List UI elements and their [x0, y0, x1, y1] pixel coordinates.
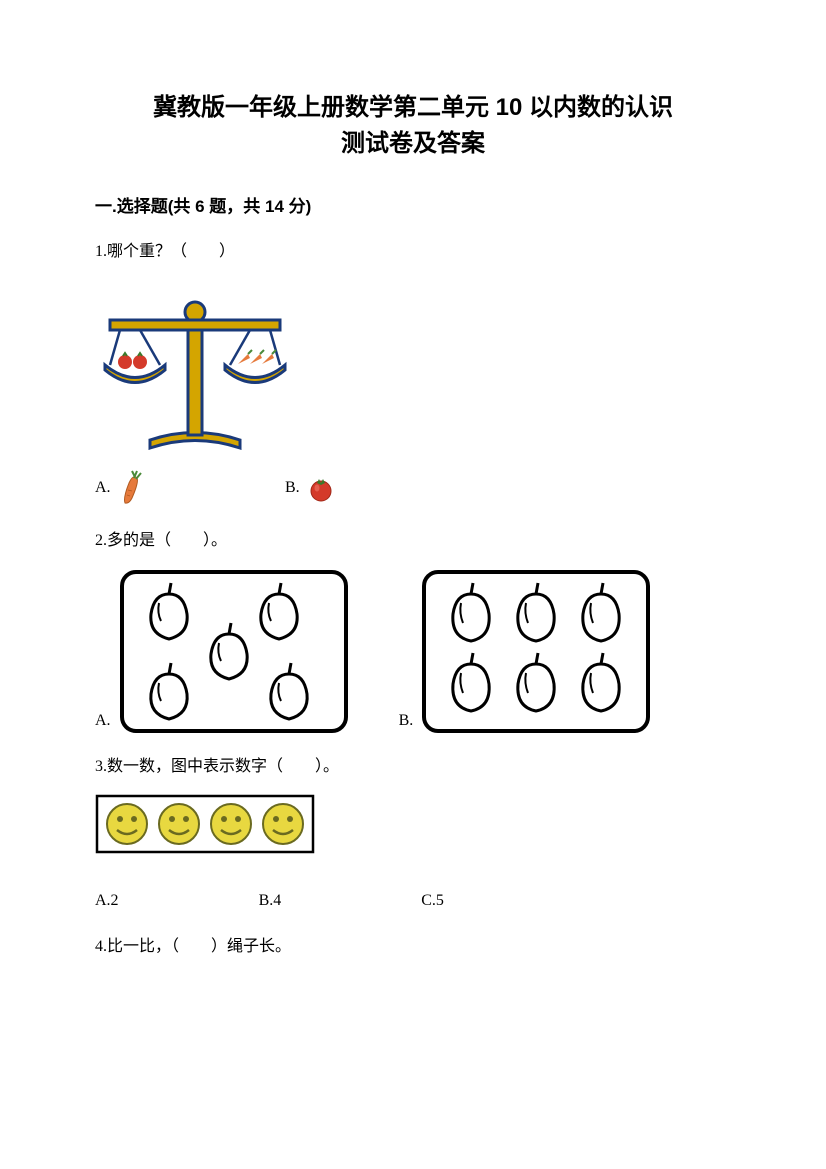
question-4: 4.比一比，（ ）绳子长。: [95, 934, 731, 960]
question-2: 2.多的是（ ）。 A. B.: [95, 528, 731, 734]
question-3: 3.数一数，图中表示数字（ ）。: [95, 754, 731, 914]
q1-option-a: A.: [95, 468, 275, 508]
page-title: 冀教版一年级上册数学第二单元 10 以内数的认识 测试卷及答案: [95, 90, 731, 162]
title-line1: 冀教版一年级上册数学第二单元 10 以内数的认识: [95, 90, 731, 126]
q1-text: 1.哪个重？（ ）: [95, 239, 731, 265]
q4-text: 4.比一比，（ ）绳子长。: [95, 934, 731, 960]
q3-optC: C.5: [421, 888, 444, 914]
q2-optA-label: A.: [95, 708, 111, 734]
q2-optB-label: B.: [399, 708, 414, 734]
tomato-icon: [306, 473, 336, 503]
q2-options: A. B.: [95, 569, 731, 734]
q1-optB-label: B.: [285, 475, 300, 501]
q2-text: 2.多的是（ ）。: [95, 528, 731, 554]
q3-optB: B.4: [259, 888, 282, 914]
q2-option-b: B.: [399, 569, 652, 734]
q1-option-b: B.: [285, 473, 336, 503]
q3-options: A.2 B.4 C.5: [95, 888, 731, 914]
carrot-icon: [117, 468, 147, 508]
section-header: 一.选择题(共 6 题，共 14 分): [95, 192, 731, 217]
smiley-faces-image: [95, 794, 731, 863]
title-line2: 测试卷及答案: [95, 126, 731, 162]
q1-optA-label: A.: [95, 475, 111, 501]
question-1: 1.哪个重？（ ）: [95, 239, 731, 508]
apples-6-image: [421, 569, 651, 734]
q3-text: 3.数一数，图中表示数字（ ）。: [95, 754, 731, 780]
q3-optA: A.2: [95, 888, 119, 914]
q2-option-a: A.: [95, 569, 349, 734]
q1-options: A. B.: [95, 468, 731, 508]
balance-scale-image: [90, 280, 731, 459]
apples-5-image: [119, 569, 349, 734]
